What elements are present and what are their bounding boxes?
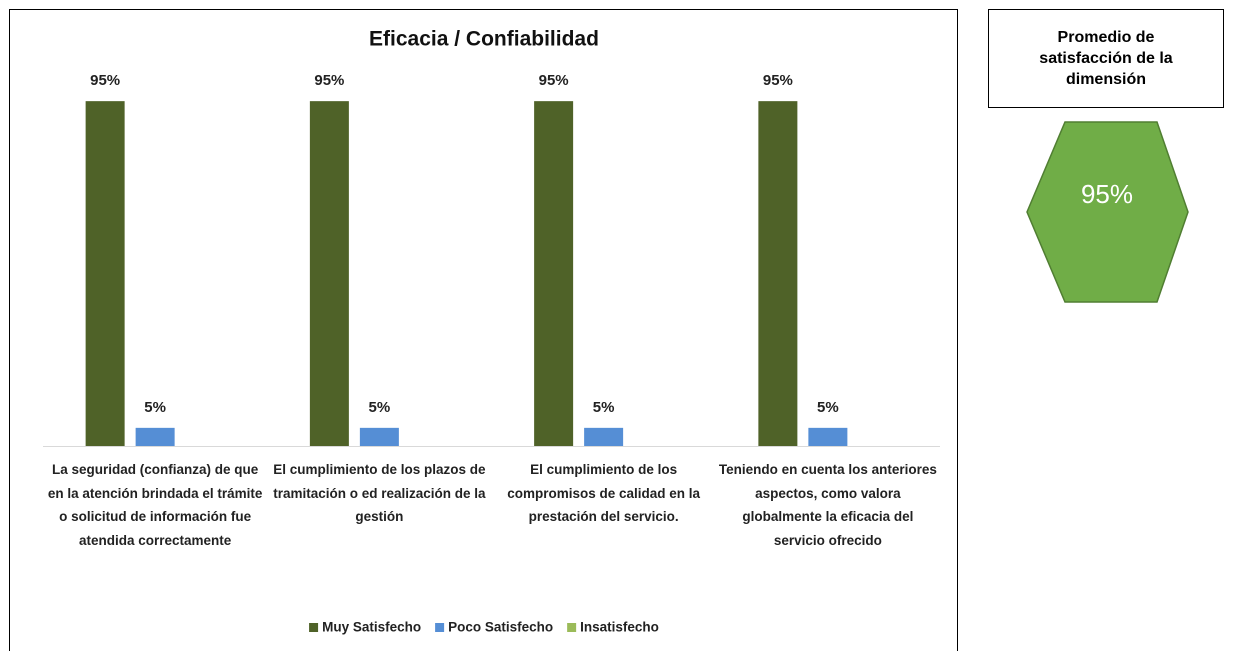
summary-hexagon: [1026, 121, 1189, 303]
bar: [359, 427, 399, 446]
summary-title: Promedio de satisfacción de la dimensión: [988, 9, 1224, 108]
data-label: 95%: [90, 72, 120, 89]
data-label: 95%: [539, 72, 569, 89]
data-label: 95%: [763, 72, 793, 89]
data-label: 5%: [593, 399, 615, 416]
chart-border: [9, 9, 958, 651]
bar: [758, 101, 798, 447]
data-label: 5%: [369, 399, 391, 416]
chart-title: Eficacia / Confiabilidad: [369, 28, 599, 51]
legend-label: Insatisfecho: [580, 620, 659, 635]
bar: [85, 101, 125, 447]
data-label: 5%: [817, 399, 839, 416]
data-label: 95%: [314, 72, 344, 89]
bar: [534, 101, 574, 447]
legend-swatch: [309, 623, 319, 632]
data-label: 5%: [144, 399, 166, 416]
bar: [309, 101, 349, 447]
legend-label: Poco Satisfecho: [448, 620, 553, 635]
x-tick-label: El cumplimiento de los plazos de tramita…: [273, 462, 486, 524]
legend-swatch: [435, 623, 445, 632]
bar: [808, 427, 848, 446]
x-tick-label: El cumplimiento de los compromisos de ca…: [507, 462, 701, 524]
summary-value: 95%: [1081, 179, 1133, 209]
x-tick-label: La seguridad (confianza) de que en la at…: [47, 462, 263, 548]
x-tick-label: Teniendo en cuenta los anteriores aspect…: [718, 462, 937, 548]
legend-swatch: [567, 623, 577, 632]
bar: [135, 427, 175, 446]
legend-label: Muy Satisfecho: [322, 620, 421, 635]
bar: [584, 427, 624, 446]
